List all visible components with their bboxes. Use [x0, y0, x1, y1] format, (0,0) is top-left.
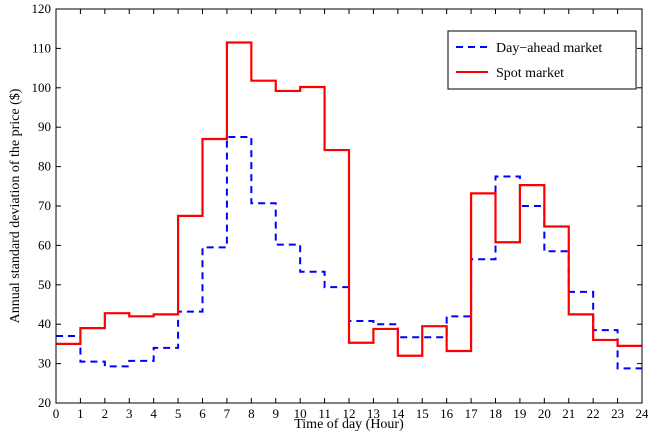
series-layer [56, 41, 642, 370]
y-tick-label: 30 [38, 356, 51, 371]
x-tick-label: 5 [175, 406, 182, 421]
x-tick-label: 1 [77, 406, 84, 421]
x-tick-label: 3 [126, 406, 133, 421]
x-tick-label: 19 [513, 406, 526, 421]
x-tick-label: 14 [391, 406, 405, 421]
legend-box [447, 30, 637, 90]
x-tick-label: 10 [294, 406, 307, 421]
y-tick-label: 90 [38, 119, 51, 134]
x-tick-label: 11 [318, 406, 331, 421]
y-tick-label: 80 [38, 159, 51, 174]
x-tick-label: 18 [489, 406, 502, 421]
y-tick-label: 60 [38, 237, 51, 252]
x-tick-label: 7 [224, 406, 231, 421]
x-tick-label: 20 [538, 406, 551, 421]
legend-label-spot: Spot market [496, 66, 564, 81]
y-tick-label: 40 [38, 316, 51, 331]
y-tick-label: 70 [38, 198, 51, 213]
x-tick-label: 22 [587, 406, 600, 421]
y-tick-label: 120 [32, 1, 52, 16]
legend-label-day-ahead: Day−ahead market [496, 41, 602, 56]
x-tick-label: 13 [367, 406, 380, 421]
x-tick-label: 23 [611, 406, 624, 421]
x-tick-label: 2 [102, 406, 109, 421]
y-tick-label: 100 [32, 80, 52, 95]
y-axis-label: Annual standard deviation of the price (… [8, 88, 23, 323]
x-tick-label: 12 [343, 406, 356, 421]
x-tick-label: 21 [562, 406, 575, 421]
x-tick-label: 24 [636, 406, 648, 421]
y-tick-label: 50 [38, 277, 51, 292]
ticks-layer: 0 1 2 3 4 5 6 7 8 9 10 11 12 13 14 15 16 17 18 19 20 21 22 23 24… [32, 1, 648, 421]
x-tick-label: 16 [440, 406, 454, 421]
x-tick-label: 15 [416, 406, 429, 421]
series-line-spot [56, 41, 642, 357]
x-tick-label: 8 [248, 406, 255, 421]
legend: Day−ahead market Spot market [447, 30, 637, 90]
x-axis-label: Time of day (Hour) [294, 417, 404, 432]
x-tick-label: 0 [53, 406, 60, 421]
x-tick-label: 9 [273, 406, 280, 421]
y-tick-label: 20 [38, 395, 51, 410]
x-tick-label: 4 [150, 406, 157, 421]
x-tick-label: 17 [465, 406, 479, 421]
y-tick-label: 110 [32, 40, 51, 55]
x-tick-label: 6 [199, 406, 206, 421]
